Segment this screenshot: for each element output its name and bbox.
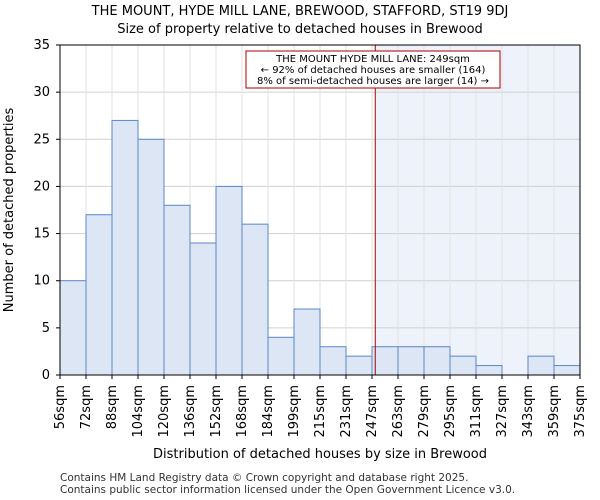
x-tick-label: 359sqm (547, 385, 562, 438)
histogram-bar (371, 346, 399, 376)
annotation-box (245, 50, 501, 89)
x-tick-label: 343sqm (521, 385, 536, 438)
y-tick-label: 0 (42, 368, 50, 383)
annotation-line: THE MOUNT HYDE MILL LANE: 249sqm (275, 54, 470, 65)
x-tick-label: 231sqm (339, 385, 354, 438)
larger-region-shade (375, 45, 580, 375)
histogram-bar (189, 242, 217, 376)
histogram-bar (293, 308, 321, 376)
x-tick-label: 184sqm (261, 385, 276, 438)
y-tick-label: 35 (33, 38, 50, 53)
histogram-bar (527, 355, 555, 376)
x-tick-label: 247sqm (365, 385, 380, 438)
y-tick-label: 10 (33, 274, 50, 289)
footer: Contains HM Land Registry data © Crown c… (60, 472, 515, 496)
histogram-bar (137, 138, 165, 376)
x-tick-label: 152sqm (209, 385, 224, 438)
histogram-bar (475, 365, 503, 376)
x-tick-label: 72sqm (79, 385, 94, 429)
chart-subtitle: Size of property relative to detached ho… (117, 22, 483, 37)
histogram-bar (267, 336, 295, 376)
x-tick-label: 168sqm (235, 385, 250, 438)
x-tick-label: 295sqm (443, 385, 458, 438)
x-tick-label: 56sqm (53, 385, 68, 429)
histogram-bar (241, 223, 269, 376)
histogram-bar (553, 365, 581, 376)
y-tick-label: 30 (33, 85, 50, 100)
x-tick-label: 279sqm (417, 385, 432, 438)
y-tick-label: 25 (33, 132, 50, 147)
histogram-bar (111, 119, 139, 376)
footer-line-1: Contains HM Land Registry data © Crown c… (60, 472, 469, 484)
histogram-bar (449, 355, 477, 376)
annotation-line: 8% of semi-detached houses are larger (1… (257, 76, 489, 87)
x-tick-label: 120sqm (157, 385, 172, 438)
histogram-bar (215, 185, 243, 376)
x-tick-label: 88sqm (105, 385, 120, 429)
x-tick-label: 199sqm (287, 385, 302, 438)
y-tick-label: 15 (33, 227, 50, 242)
histogram-bar (163, 204, 191, 376)
x-tick-label: 136sqm (183, 385, 198, 438)
histogram-bar (345, 355, 373, 376)
plot-area: 0 5 10 15 20 25 30 35 56sqm 72sqm 88sqm 104sqm 120sq… (33, 38, 588, 438)
x-axis-label: Distribution of detached houses by size … (153, 447, 487, 462)
histogram-bar (397, 346, 425, 376)
x-tick-label: 311sqm (469, 385, 484, 438)
footer-line-2: Contains public sector information licen… (60, 484, 516, 496)
x-tick-label: 263sqm (391, 385, 406, 438)
x-tick-label: 215sqm (313, 385, 328, 438)
annotation-line: ← 92% of detached houses are smaller (16… (261, 65, 486, 76)
chart-title: THE MOUNT, HYDE MILL LANE, BREWOOD, STAF… (91, 4, 509, 19)
y-axis-label: Number of detached properties (2, 108, 17, 313)
x-tick-label: 104sqm (131, 385, 146, 438)
histogram-bar (423, 346, 451, 376)
y-tick-label: 20 (33, 179, 50, 194)
histogram-bar (85, 214, 113, 376)
x-tick-label: 375sqm (573, 385, 588, 438)
x-tick-label: 327sqm (495, 385, 510, 438)
histogram-bar (59, 280, 87, 376)
y-tick-label: 5 (42, 321, 50, 336)
histogram-bar (319, 346, 347, 376)
